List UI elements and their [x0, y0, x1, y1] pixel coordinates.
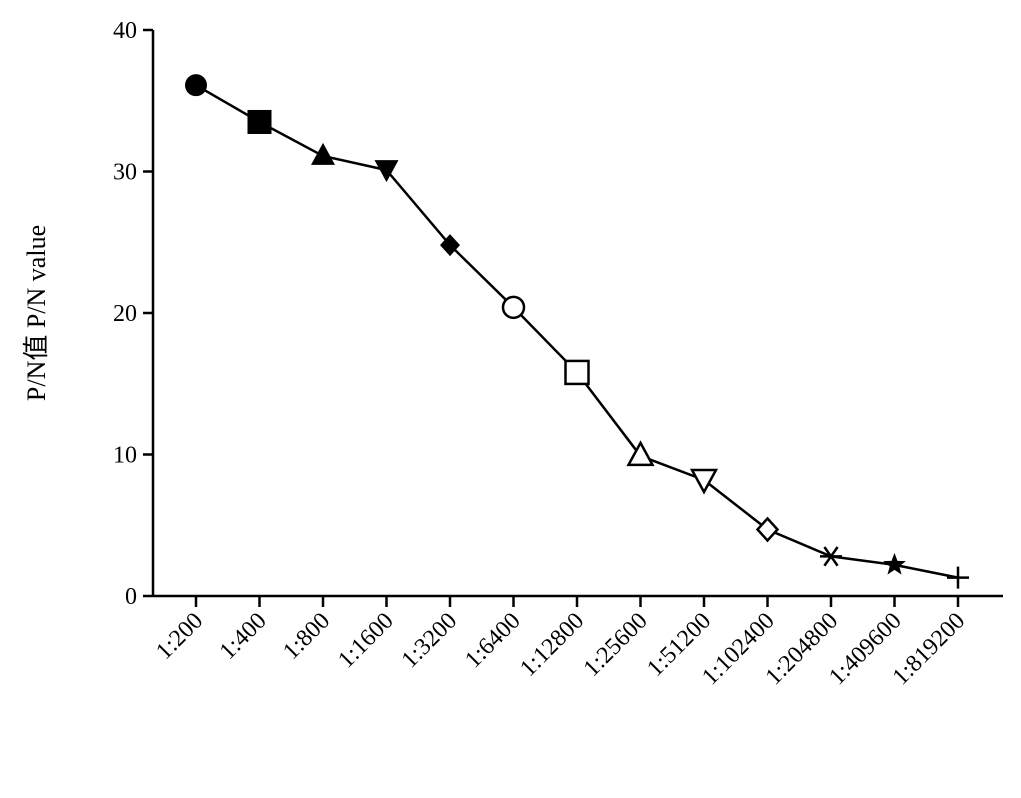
series-line: [195, 84, 959, 579]
point-marker: [564, 359, 590, 386]
point-marker: [440, 234, 460, 257]
x-tick-label: 1:200: [151, 608, 208, 665]
y-tick-label: 0: [125, 584, 137, 610]
x-tick-label: 1:25600: [579, 608, 653, 682]
point-marker: [689, 468, 719, 495]
x-tick-label: 1:800: [278, 608, 335, 665]
y-tick-label: 10: [113, 443, 137, 469]
x-tick-label: 1:1600: [333, 608, 399, 674]
x-tick-label: 1:3200: [397, 608, 463, 674]
point-marker: [311, 142, 335, 165]
x-tick-label: 1:400: [215, 608, 272, 665]
point-marker: [501, 295, 526, 320]
y-tick-label: 20: [113, 301, 137, 327]
series-layer: [185, 74, 969, 589]
point-marker: [883, 552, 906, 575]
x-tick-label: 1:12800: [515, 608, 589, 682]
y-tick-label: 40: [113, 18, 137, 44]
point-marker: [185, 74, 207, 97]
y-tick-label: 30: [113, 160, 137, 186]
point-marker: [755, 516, 780, 543]
point-marker: [374, 160, 399, 183]
point-marker: [626, 440, 655, 467]
point-marker: [247, 109, 272, 134]
point-marker: [823, 546, 839, 567]
y-axis-title: P/N值 P/N value: [22, 225, 51, 401]
